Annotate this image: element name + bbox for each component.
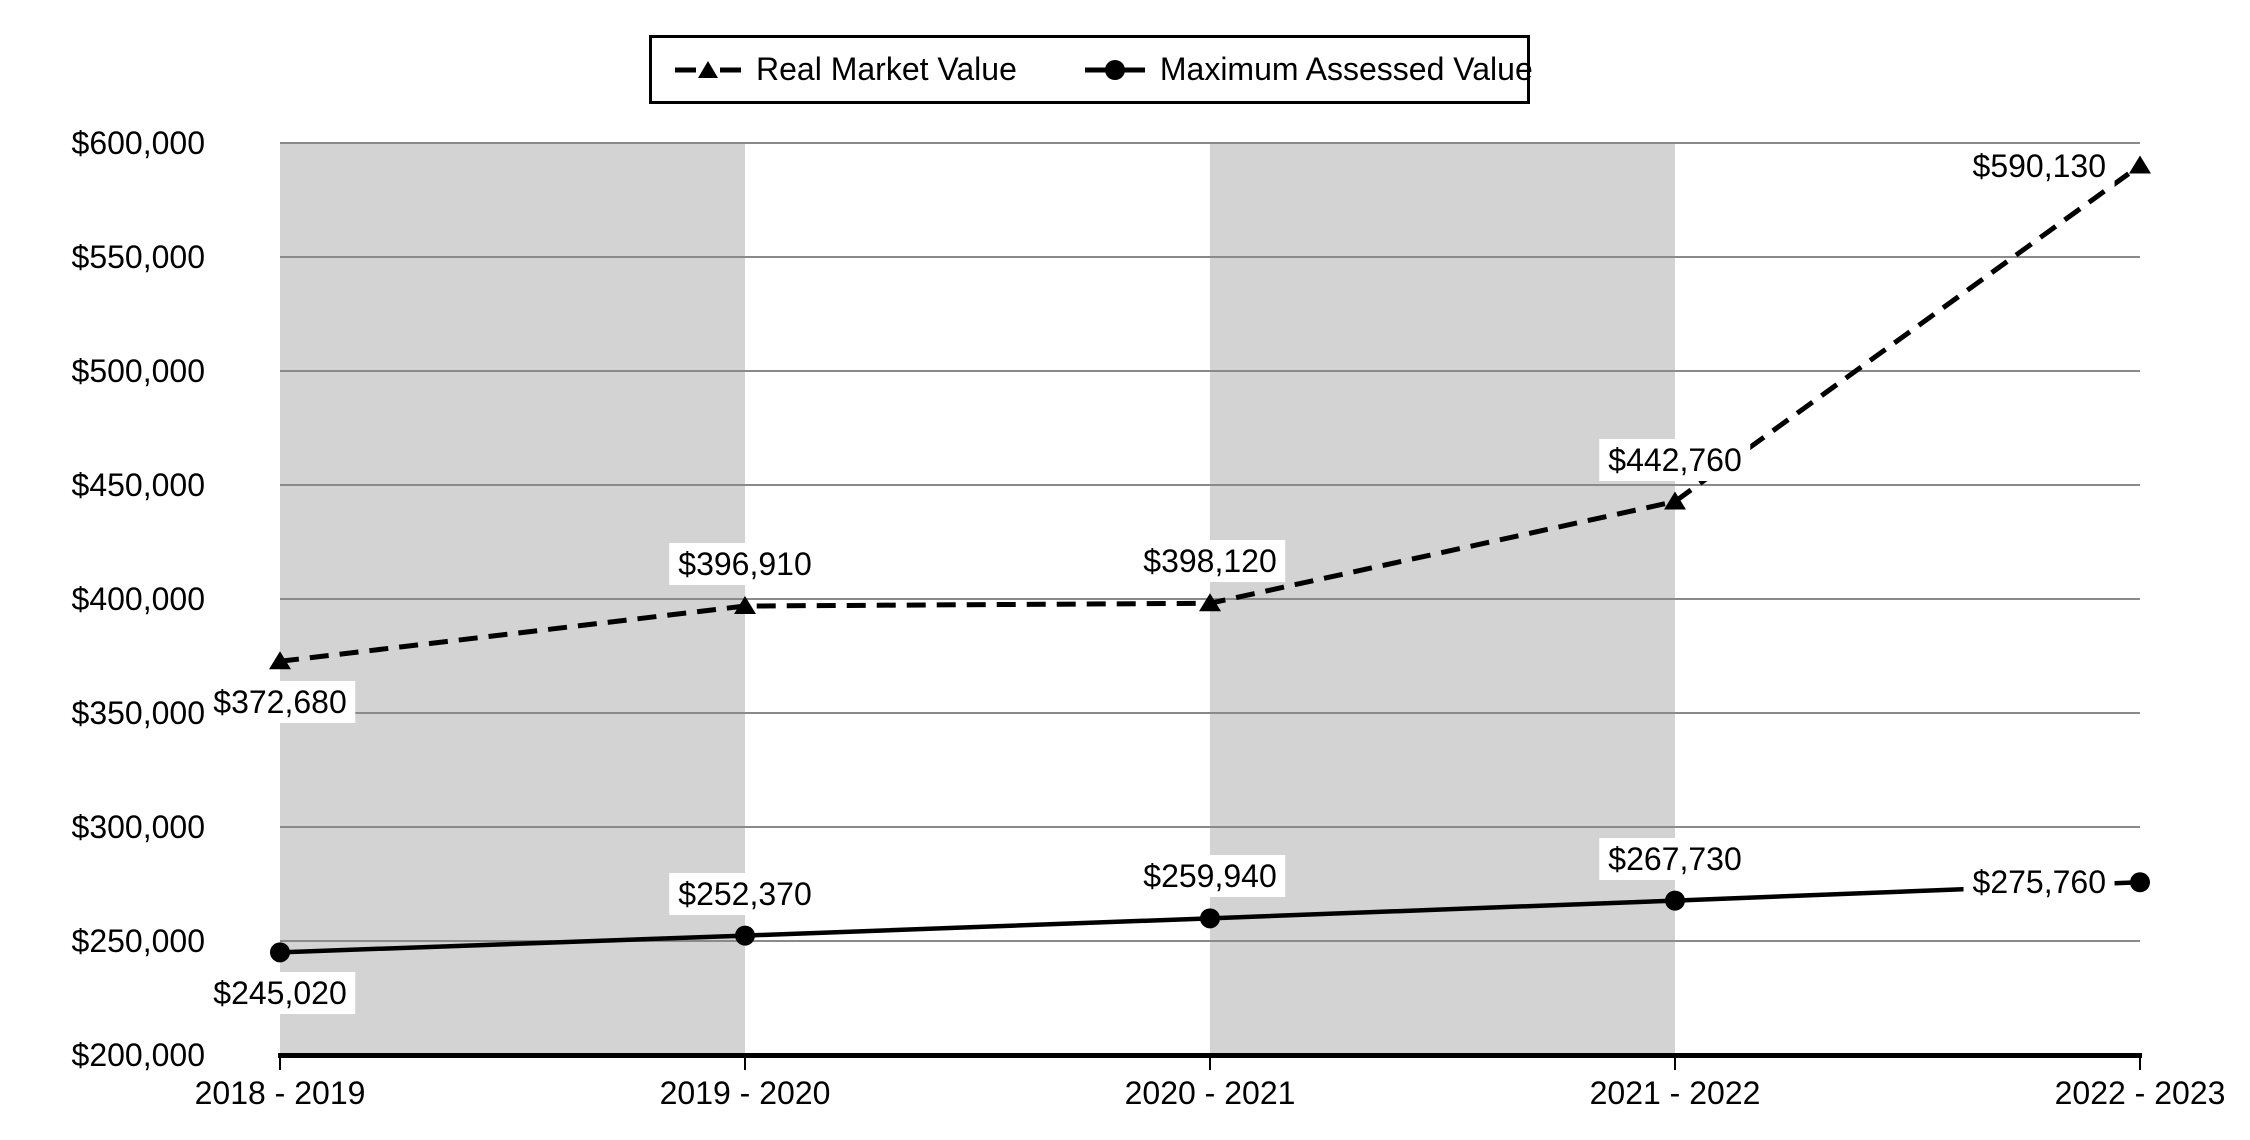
x-axis-tick [1674,1057,1676,1070]
data-point-label: $252,370 [669,872,821,915]
gridline [280,712,2140,714]
y-axis-label: $250,000 [71,923,205,959]
triangle-data-point-marker [1199,593,1221,612]
data-point-label: $372,680 [204,681,356,724]
legend-entry-real-market-value: Real Market Value [675,51,1017,88]
legend-entry-maximum-assessed-value: Maximum Assessed Value [1084,51,1533,88]
x-axis-tick [1209,1057,1211,1070]
y-axis-label: $450,000 [71,467,205,503]
legend-label-real-market-value: Real Market Value [756,51,1017,87]
gridline [280,484,2140,486]
x-axis-tick [744,1057,746,1070]
x-axis-label: 2020 - 2021 [1124,1075,1296,1111]
data-point-label: $267,730 [1599,837,1751,880]
x-axis-label: 2021 - 2022 [1589,1075,1761,1111]
triangle-data-point-marker [734,596,756,615]
data-point-label: $590,130 [1963,144,2115,187]
gridline [280,826,2140,828]
triangle-data-point-marker [2129,155,2151,174]
y-axis-label: $350,000 [71,695,205,731]
dashed-line-triangle-marker-icon [675,60,741,78]
triangle-data-point-marker [1664,491,1686,510]
y-axis-label: $300,000 [71,809,205,845]
y-axis-label: $200,000 [71,1037,205,1073]
triangle-data-point-marker [269,651,291,670]
y-axis-label: $600,000 [71,125,205,161]
circle-data-point-marker [2130,872,2150,893]
gridline [280,256,2140,258]
solid-line-circle-marker-icon [1084,59,1145,80]
data-point-label: $259,940 [1134,855,1286,898]
circle-data-point-marker [1665,890,1685,911]
gridline [280,940,2140,942]
y-axis-label: $400,000 [71,581,205,617]
data-point-label: $245,020 [204,972,356,1015]
circle-data-point-marker [1200,908,1220,929]
legend-label-maximum-assessed-value: Maximum Assessed Value [1159,51,1533,87]
x-axis-line [278,1053,2142,1058]
data-point-label: $396,910 [669,543,821,586]
x-axis-label: 2019 - 2020 [659,1075,831,1111]
data-point-label: $398,120 [1134,540,1286,583]
legend: Real Market Value Maximum Assessed Value [649,35,1533,104]
gridline [280,142,2140,144]
y-axis-label: $550,000 [71,239,205,275]
x-axis-label: 2018 - 2019 [194,1075,366,1111]
y-axis-label: $500,000 [71,353,205,389]
data-point-label: $442,760 [1599,438,1751,481]
x-axis-tick [279,1057,281,1070]
circle-data-point-marker [735,925,755,946]
x-axis-label: 2022 - 2023 [2054,1075,2226,1111]
series-line-triangle [279,163,2142,664]
data-point-label: $275,760 [1963,861,2115,904]
circle-data-point-marker [270,942,290,963]
x-axis-tick [2139,1057,2141,1070]
gridline [280,370,2140,372]
